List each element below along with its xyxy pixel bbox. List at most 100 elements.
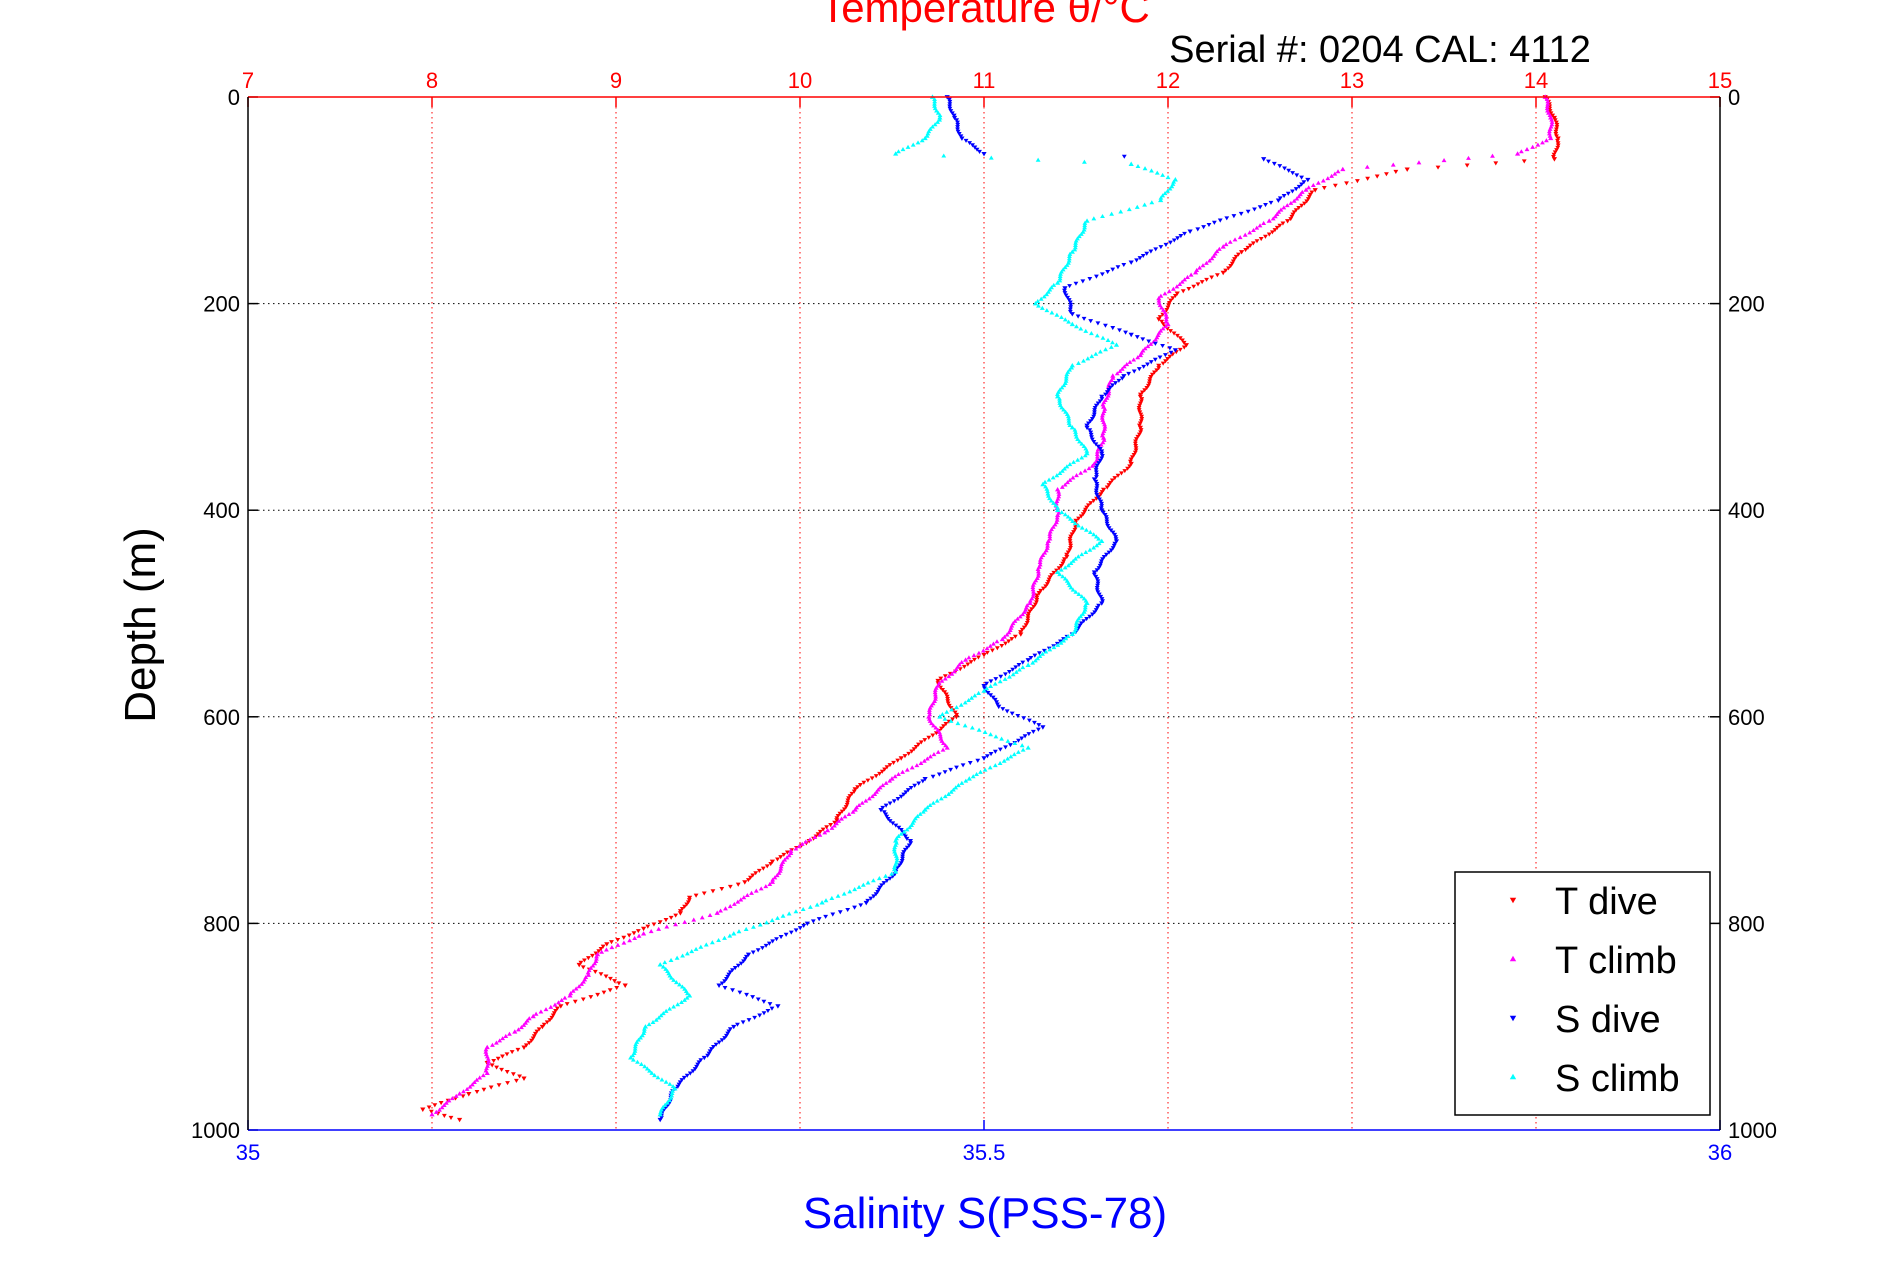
- data-point: [1089, 353, 1095, 359]
- data-point: [585, 970, 591, 975]
- data-point: [883, 812, 889, 817]
- data-point: [1554, 127, 1559, 132]
- data-point: [1044, 486, 1050, 491]
- data-point: [1232, 237, 1238, 242]
- data-point: [1025, 616, 1031, 621]
- data-point: [793, 846, 799, 851]
- data-point: [1231, 214, 1237, 219]
- data-point: [938, 796, 944, 801]
- data-point: [675, 1084, 681, 1089]
- data-point: [1071, 530, 1076, 535]
- data-point: [469, 1082, 475, 1087]
- data-point: [1245, 209, 1251, 214]
- data-point: [1081, 596, 1087, 601]
- data-point: [1340, 166, 1346, 172]
- data-point: [523, 1020, 528, 1025]
- data-point: [645, 924, 651, 929]
- data-point: [621, 935, 627, 940]
- data-point: [922, 135, 928, 141]
- data-point: [850, 809, 856, 814]
- data-point: [896, 771, 901, 777]
- data-point: [1132, 441, 1138, 446]
- data-point: [1080, 229, 1086, 234]
- data-point: [941, 153, 947, 158]
- data-point: [1067, 539, 1073, 544]
- data-point: [769, 859, 775, 865]
- data-point: [1021, 716, 1027, 721]
- data-point: [861, 780, 867, 785]
- data-point: [1171, 238, 1177, 243]
- data-point: [1113, 535, 1119, 540]
- data-point: [954, 705, 959, 710]
- data-point: [1168, 350, 1174, 355]
- data-point: [1067, 251, 1073, 256]
- data-point: [1006, 630, 1012, 635]
- data-point: [722, 985, 728, 991]
- data-point: [1257, 223, 1263, 228]
- data-point: [1019, 743, 1025, 748]
- data-point: [1106, 550, 1112, 555]
- data-point: [1299, 189, 1305, 194]
- data-point: [705, 1053, 711, 1058]
- data-point: [1072, 521, 1078, 526]
- data-point: [1047, 496, 1052, 501]
- data-point: [1291, 198, 1297, 203]
- data-point: [1094, 493, 1100, 498]
- data-point: [1547, 129, 1552, 134]
- data-point: [1068, 302, 1074, 307]
- data-point: [1008, 743, 1013, 748]
- data-point: [1098, 506, 1104, 511]
- data-point: [1263, 203, 1268, 208]
- data-point: [670, 1088, 675, 1093]
- data-point: [1076, 516, 1082, 521]
- data-point: [1321, 185, 1327, 191]
- data-point: [788, 930, 794, 935]
- data-point: [914, 763, 920, 768]
- data-point: [1044, 308, 1050, 313]
- data-point: [912, 783, 918, 788]
- data-point: [1299, 182, 1305, 187]
- data-point: [927, 709, 932, 715]
- data-point: [1553, 129, 1559, 134]
- data-point: [1032, 653, 1038, 658]
- data-point: [1043, 584, 1049, 589]
- data-point: [429, 1111, 435, 1117]
- data-point: [1206, 222, 1212, 228]
- data-point: [616, 981, 622, 986]
- data-point: [1110, 530, 1116, 535]
- data-point: [963, 657, 969, 662]
- data-point: [1104, 517, 1110, 522]
- data-point: [925, 131, 931, 136]
- data-point: [1000, 707, 1006, 712]
- data-point: [1193, 270, 1199, 275]
- data-point: [989, 648, 995, 653]
- data-point: [657, 1111, 663, 1117]
- data-point: [1057, 400, 1063, 405]
- data-point: [1057, 398, 1063, 403]
- temperature-tick-label: 9: [610, 68, 622, 93]
- data-point: [1004, 709, 1010, 714]
- data-point: [495, 1056, 501, 1061]
- data-point: [673, 913, 679, 918]
- data-point: [1046, 477, 1052, 482]
- data-point: [750, 873, 756, 878]
- data-point: [981, 653, 987, 658]
- data-point: [893, 853, 899, 858]
- data-point: [810, 919, 816, 924]
- data-point: [988, 683, 994, 688]
- data-point: [1204, 277, 1209, 282]
- data-point: [767, 881, 773, 886]
- data-point: [851, 789, 857, 794]
- data-point: [761, 999, 767, 1004]
- data-point: [1136, 367, 1142, 372]
- data-point: [1548, 135, 1554, 141]
- data-point: [892, 864, 897, 870]
- data-point: [1097, 349, 1103, 354]
- data-point: [947, 99, 953, 104]
- data-point: [681, 1075, 687, 1081]
- data-point: [1031, 604, 1037, 610]
- data-point: [659, 1115, 664, 1120]
- data-point: [1017, 614, 1023, 619]
- data-point: [1175, 236, 1181, 241]
- data-point: [1093, 470, 1099, 475]
